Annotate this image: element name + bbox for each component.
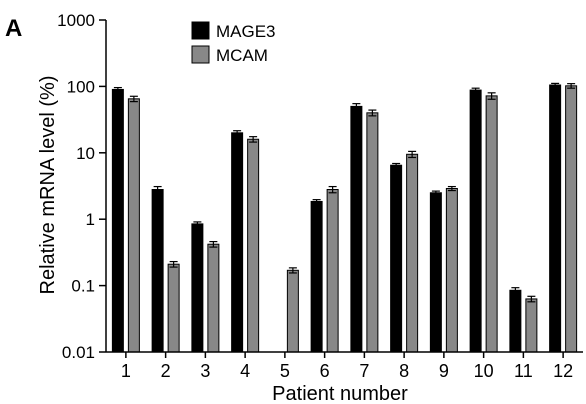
bars: 1 2 3 4 5 6 7 8 9 10 11 12 bbox=[111, 82, 578, 381]
y-tick-label: 0.01 bbox=[62, 343, 95, 362]
x-tick-label: 4 bbox=[240, 361, 250, 381]
x-tick-label: 2 bbox=[161, 361, 171, 381]
bar-mcam bbox=[445, 187, 458, 353]
bar-mage3 bbox=[191, 223, 204, 353]
bar-mage3 bbox=[509, 289, 522, 353]
y-tick-label: 10 bbox=[76, 144, 95, 163]
x-tick-label: 9 bbox=[439, 361, 449, 381]
legend-swatch bbox=[191, 21, 210, 40]
bar-mage3 bbox=[111, 88, 124, 353]
y-tick-label: 1000 bbox=[57, 11, 95, 30]
y-tick-label: 0.1 bbox=[71, 277, 95, 296]
bar-mage3 bbox=[549, 84, 562, 353]
y-axis-label: Relative mRNA level (%) bbox=[37, 76, 59, 295]
legend-label: MAGE3 bbox=[216, 22, 276, 41]
x-tick-label: 10 bbox=[474, 361, 494, 381]
x-tick-label: 11 bbox=[514, 361, 533, 381]
bar-mcam bbox=[247, 138, 260, 353]
bar-mcam bbox=[366, 112, 379, 353]
bar-mage3 bbox=[231, 132, 244, 353]
bar-mcam bbox=[207, 243, 220, 353]
bar-mage3 bbox=[469, 89, 482, 353]
legend-swatch bbox=[191, 45, 210, 64]
x-tick-label: 6 bbox=[320, 361, 330, 381]
bar-mage3 bbox=[390, 164, 403, 353]
x-tick-label: 12 bbox=[553, 361, 573, 381]
bar-mcam bbox=[406, 153, 419, 353]
x-tick-label: 7 bbox=[359, 361, 369, 381]
bar-mcam bbox=[326, 189, 339, 353]
bar-mage3 bbox=[310, 200, 323, 353]
x-tick-label: 1 bbox=[121, 361, 131, 381]
x-tick-label: 5 bbox=[280, 361, 290, 381]
bar-mage3 bbox=[350, 105, 363, 353]
bar-mcam bbox=[485, 95, 498, 353]
x-tick-label: 8 bbox=[399, 361, 409, 381]
legend: MAGE3 MCAM bbox=[191, 21, 276, 65]
bar-mage3 bbox=[151, 189, 164, 353]
bar-mcam bbox=[167, 263, 180, 353]
bar-mage3 bbox=[429, 192, 442, 353]
legend-label: MCAM bbox=[216, 46, 268, 65]
x-tick-label: 3 bbox=[200, 361, 210, 381]
bar-mcam bbox=[525, 298, 538, 353]
bar-mcam bbox=[286, 269, 299, 353]
y-tick-label: 100 bbox=[67, 77, 95, 96]
x-axis-label: Patient number bbox=[272, 383, 408, 404]
y-axis-ticks: 0.01 0.1 1 10 100 1000 bbox=[57, 11, 106, 362]
bar-mcam bbox=[565, 85, 578, 353]
y-tick-label: 1 bbox=[86, 210, 95, 229]
panel-label: A bbox=[5, 15, 22, 42]
bar-mcam bbox=[127, 98, 140, 353]
